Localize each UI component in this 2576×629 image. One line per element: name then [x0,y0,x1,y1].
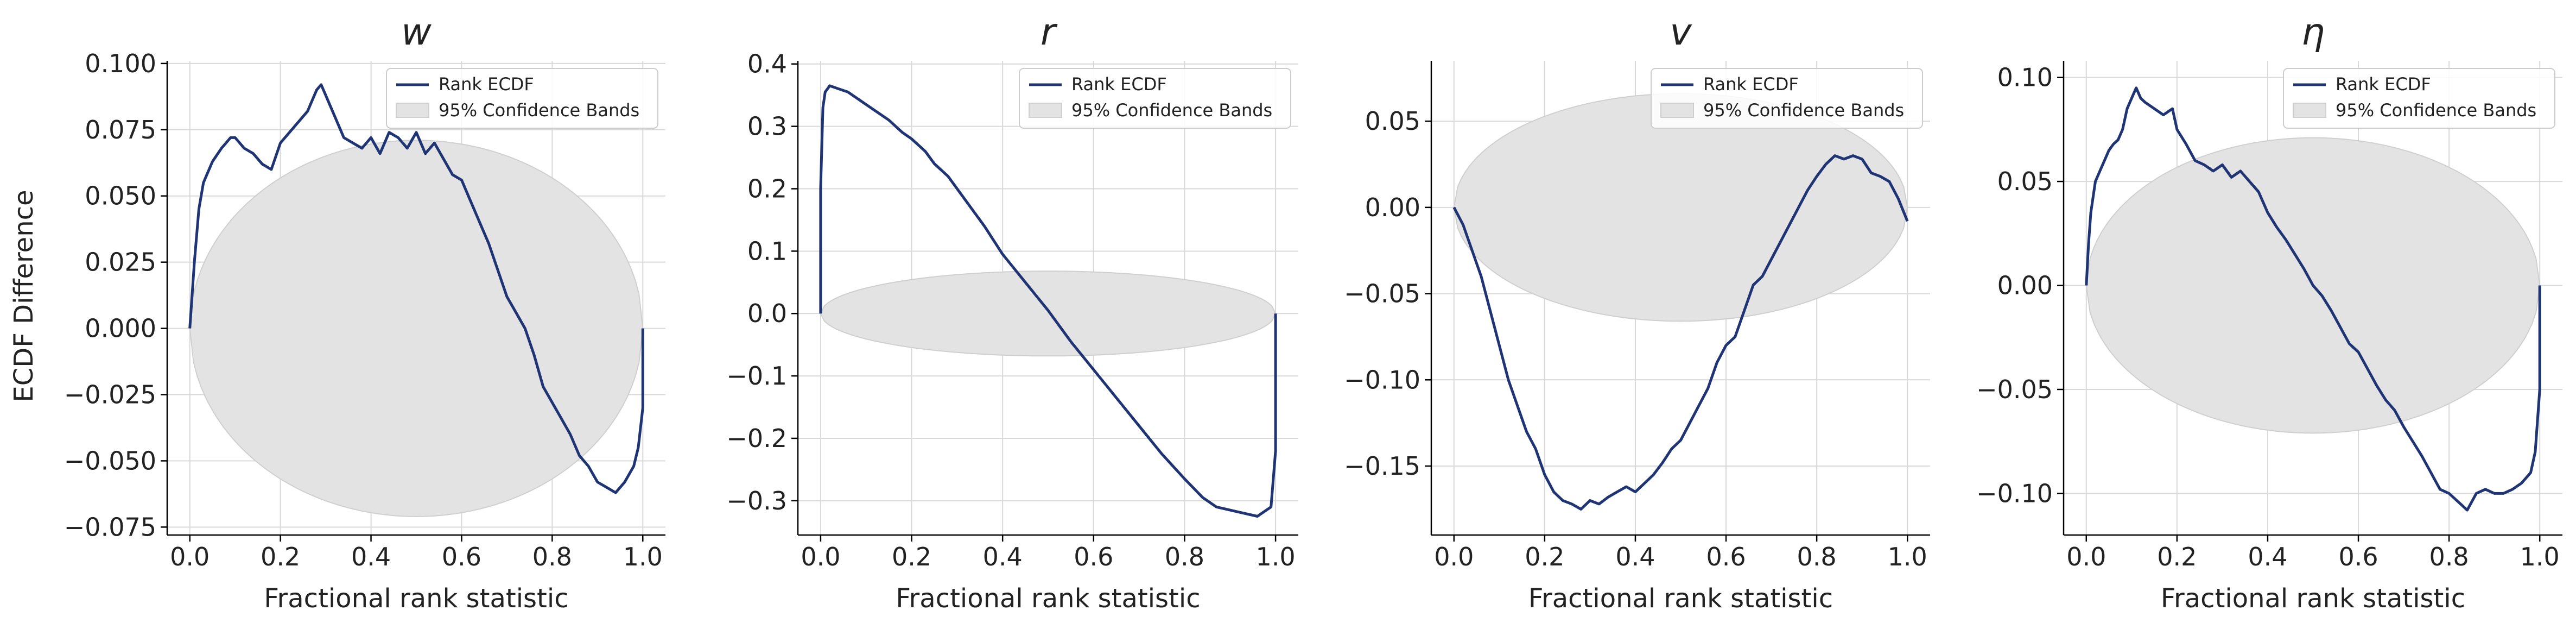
x-tick-label: 0.8 [2429,542,2469,571]
legend-box [2283,68,2555,129]
x-tick-label: 0.8 [1165,542,1204,571]
x-tick-label: 0.8 [1797,542,1837,571]
y-tick-label: 0.05 [1997,167,2053,196]
y-tick-label: 0.10 [1997,63,2053,92]
x-tick-label: 1.0 [1256,542,1296,571]
y-tick-label: 0.025 [85,248,156,277]
confidence-band [1453,93,1908,322]
legend: Rank ECDF 95% Confidence Bands [2283,68,2555,129]
x-tick-label: 0.8 [532,542,572,571]
x-axis-label: Fractional rank statistic [2161,583,2465,614]
x-axis-label: Fractional rank statistic [264,583,568,614]
legend-label: 95% Confidence Bands [2336,100,2536,121]
series-line-rank-ecdf [188,83,644,494]
y-tick-label: 0.4 [747,49,787,79]
y-tick-label: −0.3 [726,486,787,515]
legend-box [1651,68,1923,129]
x-tick-label: 0.4 [2248,542,2287,571]
y-tick-label: −0.025 [64,380,156,410]
y-tick-label: −0.10 [1344,365,1420,394]
x-tick-label: 0.2 [261,542,300,571]
legend-band-swatch [1029,103,1062,118]
legend-box [1019,68,1291,129]
y-tick-label: 0.00 [1997,271,2053,300]
x-tick-label: 0.2 [1525,542,1564,571]
series-line-rank-ecdf [819,84,1277,518]
y-tick-label: 0.050 [85,181,156,211]
x-tick-label: 0.0 [801,542,840,571]
legend-label: 95% Confidence Bands [1071,100,1272,121]
y-tick-label: −0.05 [1976,375,2053,404]
legend-band-swatch [2293,103,2326,118]
legend: Rank ECDF 95% Confidence Bands [1651,68,1923,129]
legend: Rank ECDF 95% Confidence Bands [386,68,658,129]
chart-panel-3: 0.0 0.2 0.4 0.6 0.8 1.0 −0.15 −0.10 −0.05 0.00 0.0… [1344,11,1930,614]
legend-label: 95% Confidence Bands [1703,100,1904,121]
legend: Rank ECDF 95% Confidence Bands [1019,68,1291,129]
confidence-band [820,271,1277,357]
x-tick-label: 1.0 [2520,542,2560,571]
y-tick-label: 0.2 [747,174,787,203]
x-tick-label: 0.4 [1615,542,1655,571]
x-tick-label: 1.0 [623,542,663,571]
x-tick-label: 1.0 [1888,542,1927,571]
x-tick-label: 0.6 [442,542,481,571]
y-tick-label: 0.075 [85,115,156,144]
y-tick-label: 0.100 [85,49,156,78]
y-tick-label: 0.05 [1365,106,1420,136]
chart-panel-1: 0.0 0.2 0.4 0.6 0.8 1.0 −0.075 −0.050 −0.025 0.00… [64,11,665,614]
chart-panel-4: 0.0 0.2 0.4 0.6 0.8 1.0 −0.10 −0.05 0.00 0.05 0.10… [1976,11,2562,614]
x-tick-label: 0.6 [2338,542,2378,571]
shared-ylabel: ECDF Difference [9,190,39,402]
panel-title: w [401,11,432,54]
y-tick-label: 0.00 [1365,193,1420,222]
y-tick-label: −0.1 [726,361,787,391]
x-tick-label: 0.6 [1706,542,1746,571]
chart-panel-2: 0.0 0.2 0.4 0.6 0.8 1.0 −0.3 −0.2 −0.1 0.0 0.1 0.2 0… [726,11,1298,614]
y-tick-label: −0.2 [726,424,787,453]
x-tick-label: 0.0 [1434,542,1474,571]
legend-box [386,68,658,129]
legend-label: Rank ECDF [2336,74,2431,95]
legend-label: Rank ECDF [439,74,534,95]
x-tick-label: 0.4 [983,542,1023,571]
legend-label: 95% Confidence Bands [439,100,639,121]
panel-title: r [1040,11,1058,54]
x-tick-label: 0.0 [2066,542,2106,571]
y-tick-label: 0.0 [747,299,787,328]
x-tick-label: 0.2 [892,542,931,571]
x-tick-label: 0.4 [351,542,391,571]
y-tick-label: 0.3 [747,112,787,141]
panel-title: η [2301,11,2325,54]
y-tick-label: 0.000 [85,314,156,343]
x-axis-label: Fractional rank statistic [1528,583,1833,614]
legend-label: Rank ECDF [1071,74,1167,95]
series-line-rank-ecdf [1452,154,1909,511]
series-line-rank-ecdf [2085,86,2541,512]
panel-title: v [1670,11,1692,54]
x-tick-label: 0.6 [1074,542,1113,571]
confidence-band [189,140,644,517]
y-tick-label: −0.075 [64,512,156,542]
legend-band-swatch [396,103,429,118]
x-tick-label: 0.2 [2157,542,2197,571]
legend-label: Rank ECDF [1703,74,1799,95]
y-tick-label: −0.050 [64,446,156,475]
y-tick-label: −0.15 [1344,451,1420,481]
chart-panels: 0.0 0.2 0.4 0.6 0.8 1.0−0.075−0.050−0.0250.00… [64,11,2562,614]
x-axis-label: Fractional rank statistic [896,583,1200,614]
legend-band-swatch [1660,103,1694,118]
y-tick-label: 0.1 [747,236,787,266]
y-tick-label: −0.10 [1976,479,2053,508]
y-tick-label: −0.05 [1344,279,1420,309]
x-tick-label: 0.0 [170,542,210,571]
